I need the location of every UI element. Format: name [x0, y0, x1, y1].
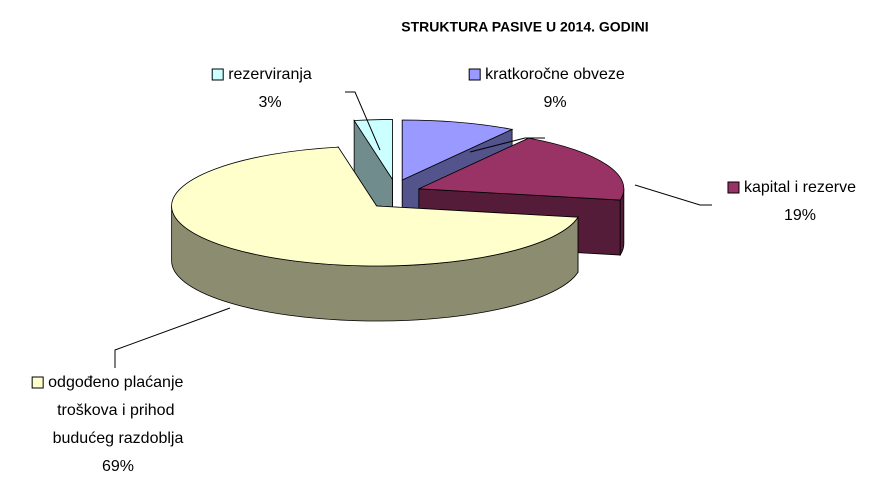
slice-top — [353, 119, 393, 181]
data-label-name: odgođeno plaćanje troškova i prihod budu… — [48, 374, 188, 447]
data-label-name: kratkoročne obveze — [485, 66, 625, 83]
slice-top — [418, 137, 625, 201]
leader-line — [114, 307, 231, 368]
slice-top — [171, 146, 579, 267]
slice — [171, 145, 579, 322]
legend-swatch — [211, 68, 224, 81]
data-label-name: kapital i rezerve — [744, 179, 856, 196]
chart-title: STRUKTURA PASIVE U 2014. GODINI — [401, 19, 648, 35]
data-label-value: 9% — [543, 94, 566, 111]
data-label-value: 3% — [258, 94, 281, 111]
leader-line — [634, 184, 712, 206]
leader-line — [345, 91, 381, 151]
legend-swatch — [31, 376, 44, 389]
legend-swatch — [468, 68, 481, 81]
data-label-name: rezerviranja — [228, 66, 312, 83]
legend-swatch — [727, 181, 740, 194]
data-label-value: 69% — [102, 458, 134, 475]
data-label-value: 19% — [784, 207, 816, 224]
slice-top — [401, 119, 514, 181]
leader-line — [469, 137, 545, 153]
